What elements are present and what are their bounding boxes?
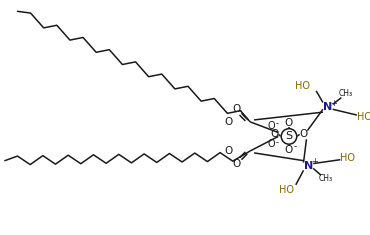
Text: N: N — [304, 161, 313, 171]
Text: -: - — [293, 143, 296, 152]
Text: O: O — [232, 159, 241, 168]
Text: O: O — [225, 117, 233, 127]
Text: CH₃: CH₃ — [338, 89, 352, 98]
Text: HO: HO — [340, 153, 355, 163]
Text: HO: HO — [279, 185, 293, 195]
Text: O: O — [232, 104, 241, 114]
Circle shape — [281, 129, 297, 144]
Text: O: O — [299, 129, 307, 139]
Text: CH₃: CH₃ — [319, 174, 333, 183]
Text: -: - — [276, 119, 279, 128]
Text: O: O — [268, 139, 275, 149]
Text: O: O — [225, 146, 233, 156]
Text: N: N — [323, 102, 332, 112]
Text: HO: HO — [357, 112, 370, 122]
Text: -: - — [276, 138, 279, 147]
Text: O: O — [268, 121, 275, 131]
Text: O: O — [270, 129, 279, 139]
Text: S: S — [285, 131, 293, 141]
Text: HO: HO — [295, 81, 310, 91]
Text: O: O — [285, 145, 293, 155]
Text: +: + — [330, 99, 337, 108]
Text: O: O — [285, 118, 293, 128]
Text: +: + — [311, 157, 317, 166]
